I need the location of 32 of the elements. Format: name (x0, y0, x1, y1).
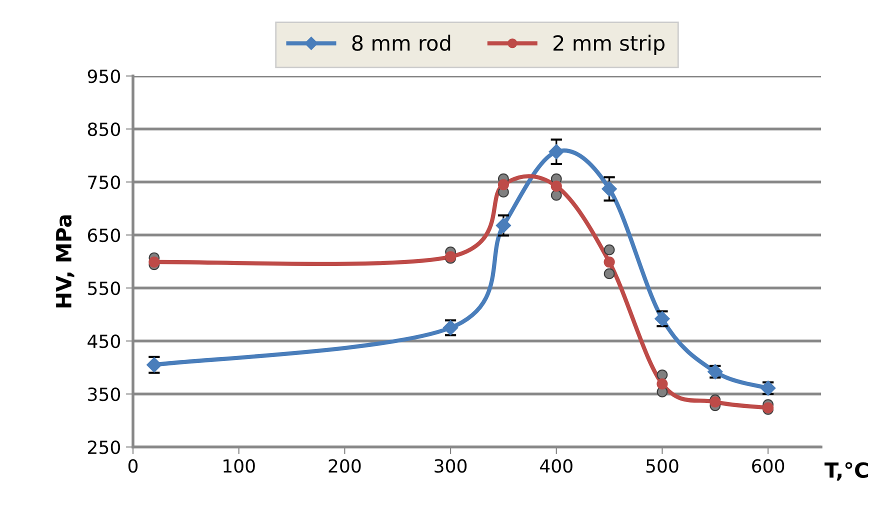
point (710, 396, 721, 408)
x-tick-label: 100 (224, 459, 255, 473)
legend-label: 8 mm rod (352, 34, 450, 51)
x-tick-label: 200 (328, 459, 361, 473)
point (550, 190, 562, 201)
y-tick-label: 550 (88, 281, 120, 296)
point (602, 181, 617, 196)
x-tick-label: 400 (540, 459, 572, 473)
point (148, 256, 160, 268)
x-tick-label: 300 (434, 459, 467, 473)
x-tick-label: 0 (128, 459, 138, 473)
y-tick-label: 350 (88, 387, 120, 402)
x-tick-label: 600 (752, 459, 784, 473)
point (496, 218, 512, 234)
point (604, 256, 615, 268)
point (550, 180, 562, 192)
point (604, 244, 615, 256)
y-tick-label: 650 (88, 228, 120, 242)
point (604, 268, 615, 280)
x-axis-title: T,°C (824, 462, 868, 481)
point (656, 369, 668, 380)
point (548, 144, 564, 160)
y-tick-label: 850 (88, 122, 120, 136)
y-tick-label: 950 (88, 69, 120, 84)
y-tick-label: 450 (88, 334, 120, 348)
y-tick-label: 250 (88, 440, 120, 454)
legend-label: 2 mm strip (554, 34, 665, 55)
point (656, 378, 668, 390)
point (498, 179, 510, 190)
y-axis-title: HV, MPa (56, 215, 74, 308)
y-tick-label: 750 (88, 175, 120, 190)
x-tick-label: 500 (646, 459, 678, 473)
